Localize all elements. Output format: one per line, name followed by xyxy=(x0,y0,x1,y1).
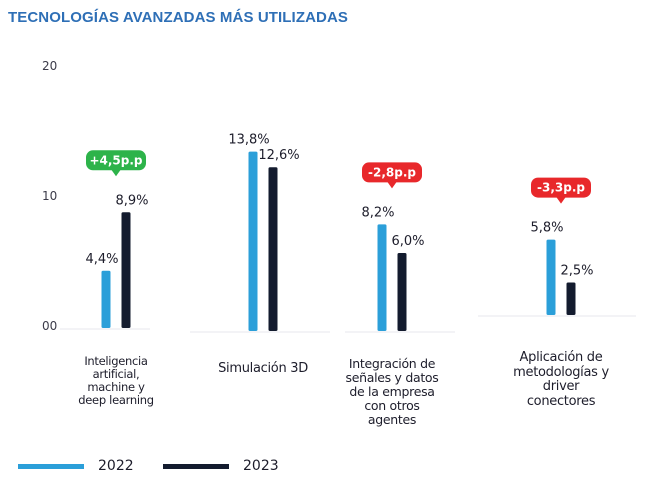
legend-item-2022: 2022 xyxy=(18,458,134,474)
y-tick-label: 00 xyxy=(42,319,57,333)
value-label-2022: 5,8% xyxy=(530,221,563,236)
value-label-2023: 2,5% xyxy=(560,264,593,279)
value-label-2023: 6,0% xyxy=(391,234,424,249)
bar-2023 xyxy=(121,212,131,328)
change-badge-text: -2,8p.p xyxy=(368,165,416,179)
bar-2023 xyxy=(268,167,278,331)
change-badge xyxy=(362,162,422,183)
bar-chart: 20 10 00 4,4% 8,9% 13,8%12,6% 8,2% 6,0% 5,8% 2,5%… xyxy=(42,59,636,333)
value-label-2022: 4,4% xyxy=(85,252,118,267)
value-label-2022: 13,8% xyxy=(228,133,269,148)
change-badge-text: +4,5p.p xyxy=(89,153,142,167)
legend-item-2023: 2023 xyxy=(163,458,279,474)
value-label-2022: 8,2% xyxy=(361,205,394,220)
legend-swatch-2023 xyxy=(163,463,229,469)
chart-title: TECNOLOGÍAS AVANZADAS MÁS UTILIZADAS xyxy=(8,9,348,26)
legend-swatch-2022 xyxy=(18,463,84,469)
category-label: Aplicación de metodologías y driver cone… xyxy=(513,350,609,409)
bar-2022 xyxy=(377,224,387,331)
change-badge-text: -3,3p.p xyxy=(537,181,585,195)
category-label: Integración de señales y datos de la emp… xyxy=(345,356,439,427)
bar-2023 xyxy=(397,253,407,331)
category-label: Inteligencia artificial, machine y deep … xyxy=(78,354,154,407)
value-label-2023: 8,9% xyxy=(115,193,148,208)
bar-2022 xyxy=(546,239,556,315)
value-label-2023: 12,6% xyxy=(258,148,299,163)
legend-label-2023: 2023 xyxy=(243,458,279,474)
change-badge xyxy=(86,150,146,171)
y-tick-label: 20 xyxy=(42,59,57,73)
change-badge xyxy=(531,177,591,198)
bar-2022 xyxy=(101,270,111,328)
bar-2023 xyxy=(566,282,576,315)
change-badge-pointer xyxy=(556,196,566,204)
category-label: Simulación 3D xyxy=(218,361,308,376)
change-badge-pointer xyxy=(111,169,121,177)
bar-2022 xyxy=(248,151,258,331)
y-tick-label: 10 xyxy=(42,189,57,203)
legend-label-2022: 2022 xyxy=(98,458,134,474)
change-badge-pointer xyxy=(387,181,397,189)
